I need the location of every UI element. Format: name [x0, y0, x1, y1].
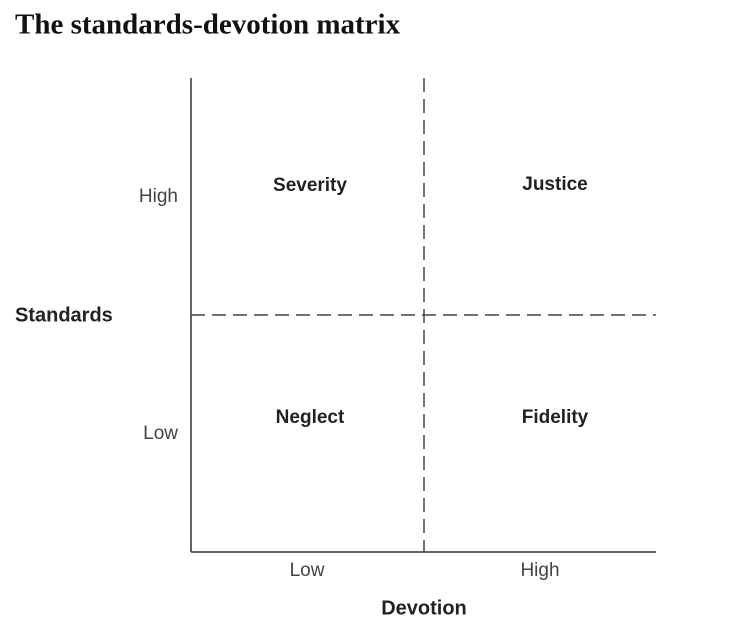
- x-level: High: [520, 560, 559, 581]
- y-level: High: [139, 186, 178, 207]
- y-axis-label: Standards: [15, 304, 113, 326]
- title: The standards-devotion matrix: [15, 9, 401, 41]
- x-axis-label: Devotion: [381, 597, 467, 619]
- quadrant-label: Justice: [522, 174, 587, 195]
- x-level: Low: [290, 560, 325, 581]
- quadrant-label: Fidelity: [522, 407, 589, 428]
- quadrant-label: Severity: [273, 175, 347, 196]
- y-level: Low: [143, 423, 178, 444]
- quadrant-label: Neglect: [276, 407, 345, 428]
